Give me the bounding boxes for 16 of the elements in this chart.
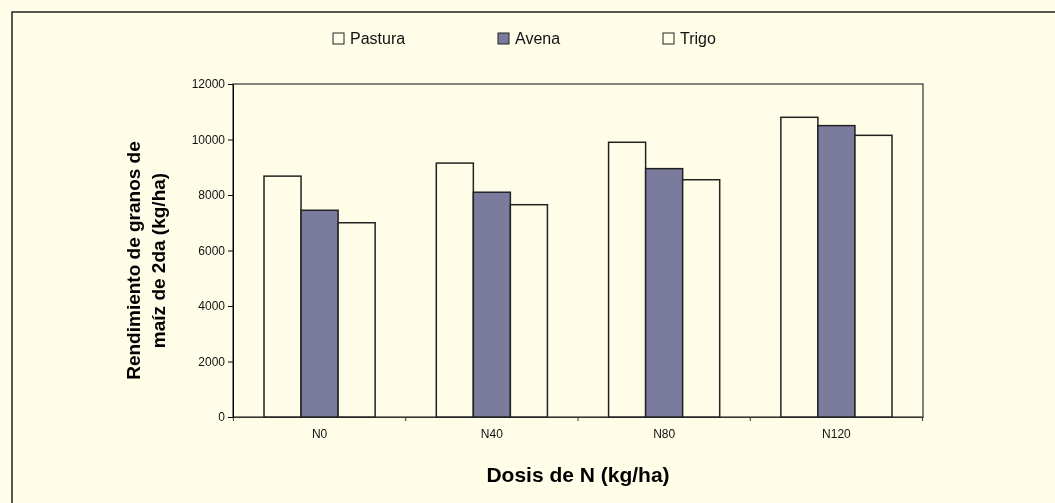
x-tick-label: N80 (653, 426, 676, 441)
y-tick-label: 8000 (198, 188, 226, 203)
x-axis-title: Dosis de N (kg/ha) (486, 463, 670, 486)
y-tick-label: 12000 (191, 77, 226, 92)
y-axis-title: Rendimiento de granos de maíz de 2da (kg/ha) (123, 141, 169, 380)
y-tick-label: 4000 (198, 299, 226, 314)
y-tick-label: 0 (218, 410, 226, 425)
legend-label: Avena (515, 29, 561, 47)
legend-label: Pastura (350, 29, 406, 47)
x-tick-label: N40 (480, 426, 504, 441)
y-tick-label: 6000 (198, 243, 226, 258)
legend-label: Trigo (680, 29, 716, 47)
y-tick-label: 10000 (191, 132, 226, 147)
y-tick-label: 2000 (198, 354, 226, 369)
x-tick-label: N120 (822, 426, 852, 441)
x-tick-label: N0 (311, 426, 328, 441)
